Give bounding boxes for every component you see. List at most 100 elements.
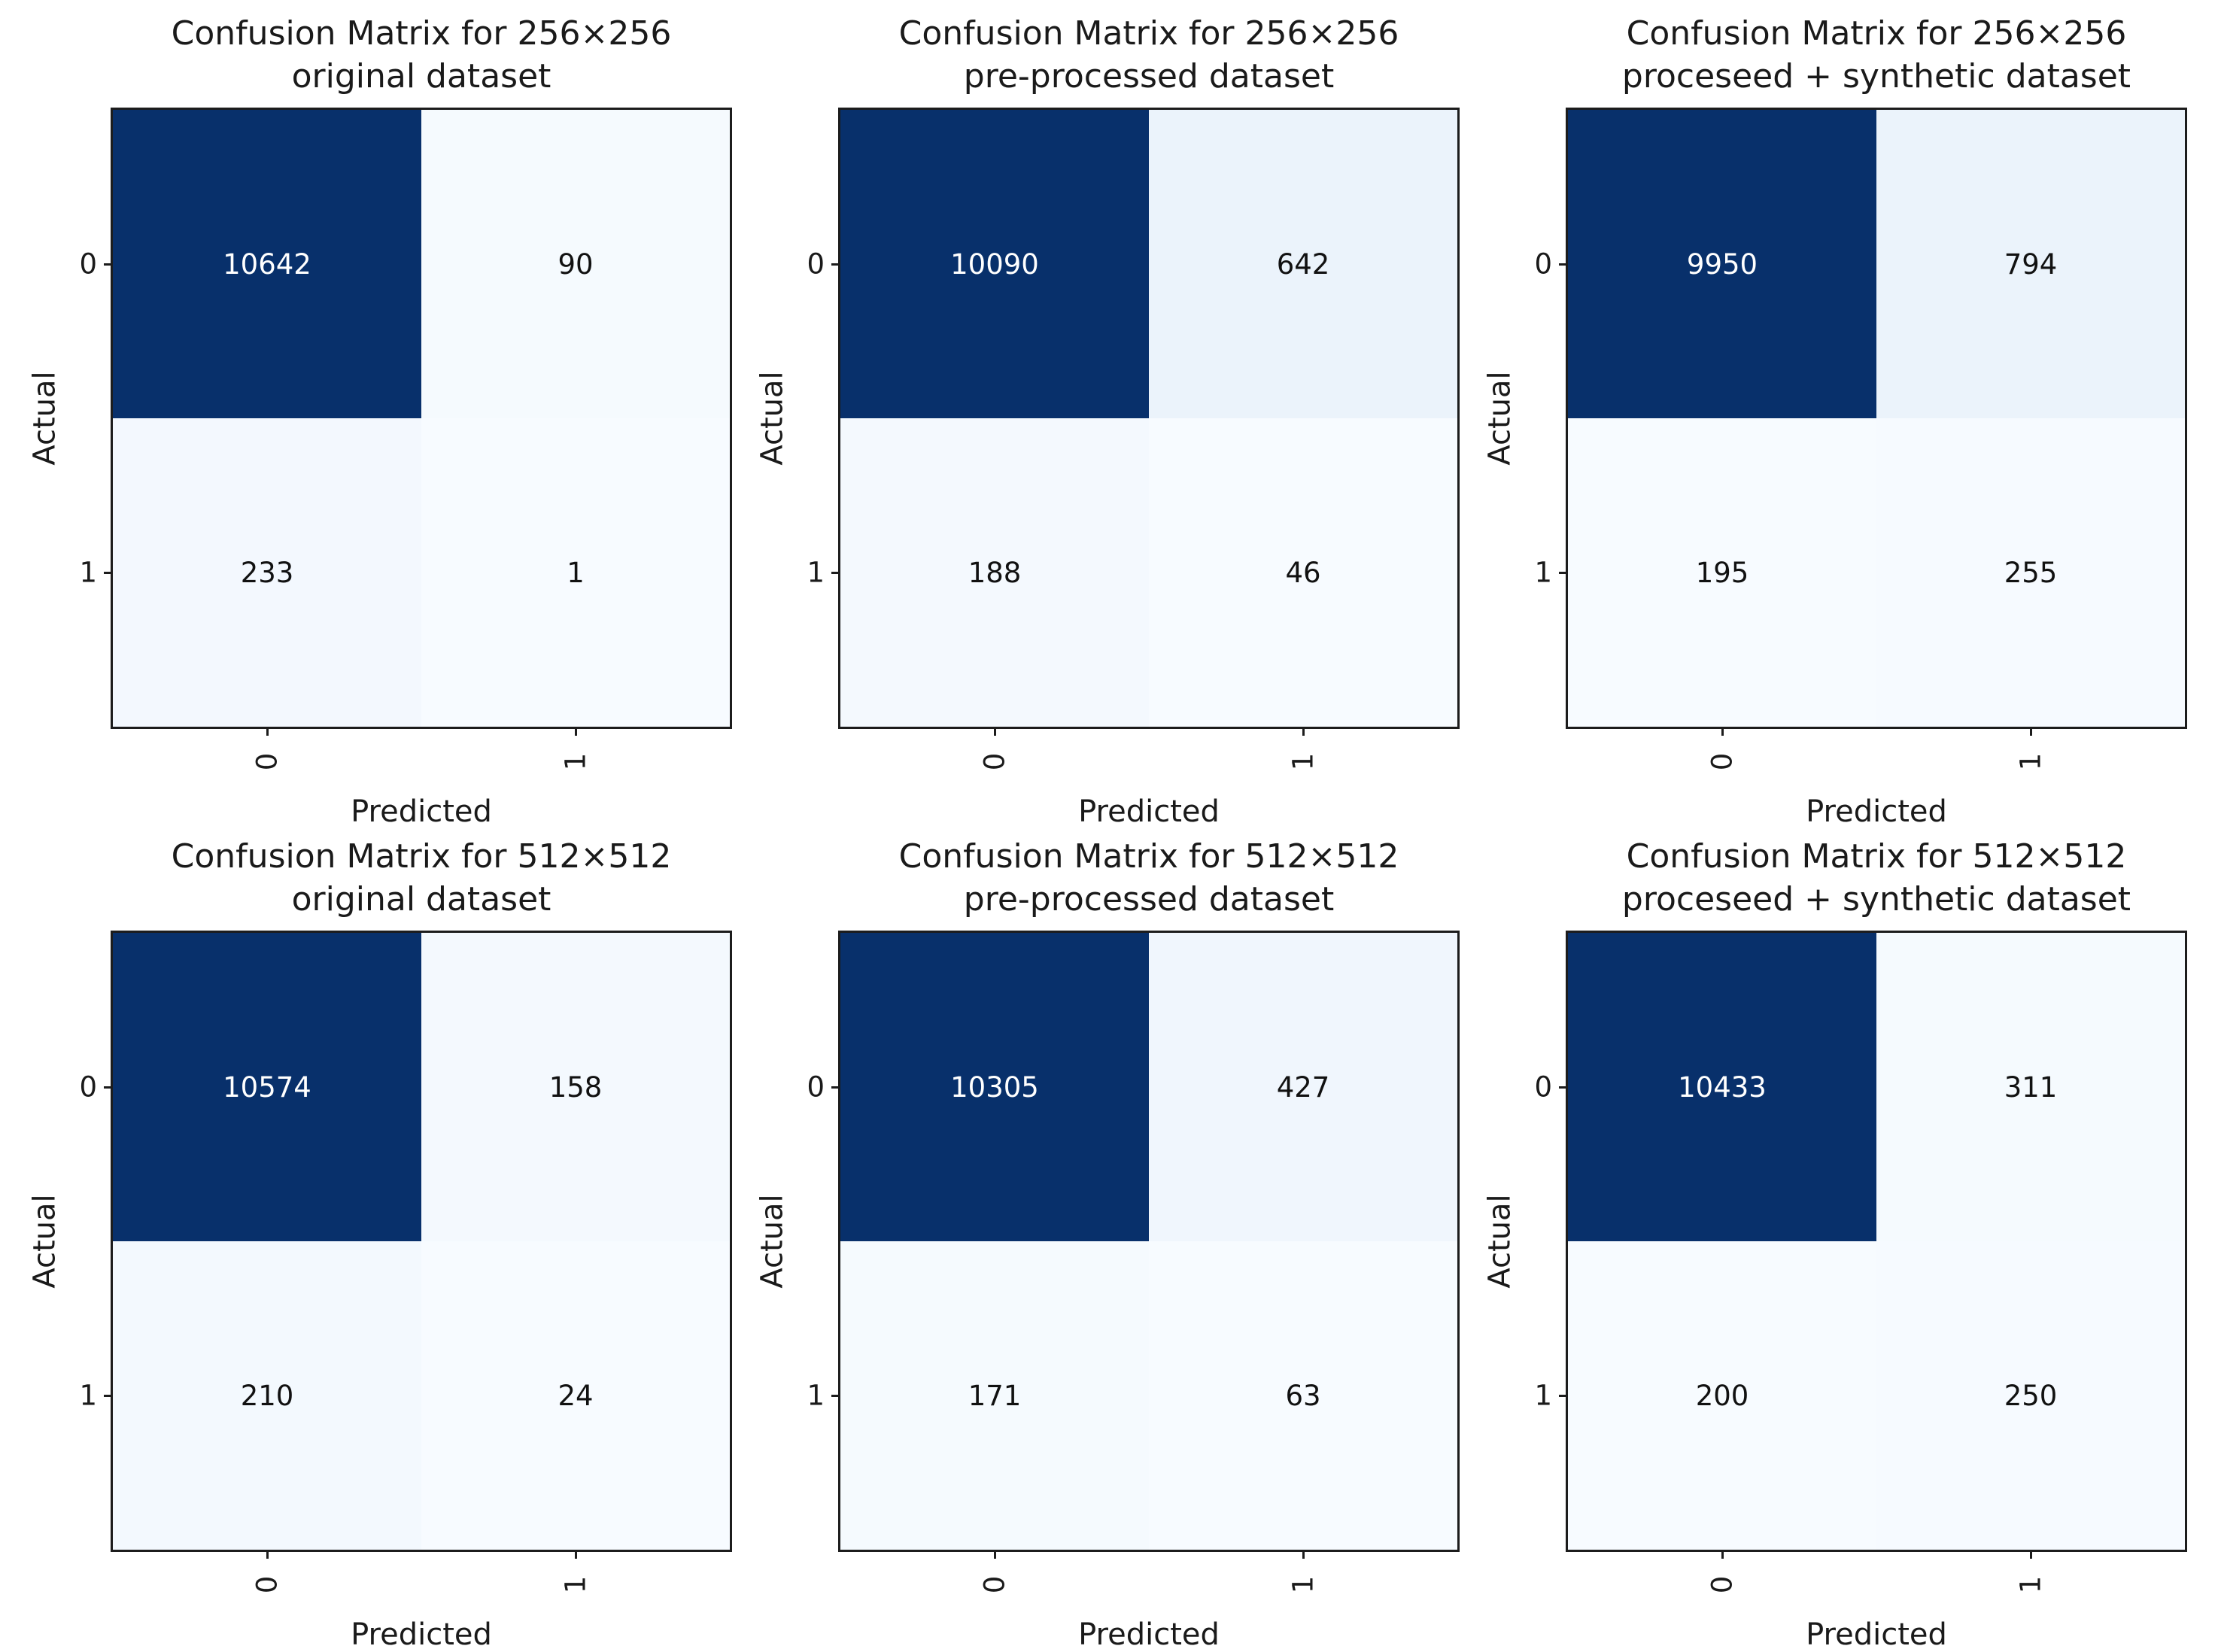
chart-title-line1: Confusion Matrix for 512×512: [898, 837, 1399, 876]
y-tick-label-1: 1: [1534, 556, 1552, 589]
cell-value: 10305: [950, 1070, 1039, 1104]
x-tick-label-0: 0: [1706, 1575, 1739, 1593]
y-tick-label-0: 0: [79, 1070, 97, 1104]
y-axis-label-wrap: Actual: [28, 933, 62, 1550]
y-tick-mark: [1559, 1395, 1568, 1397]
y-tick-label-0: 0: [807, 1070, 825, 1104]
heatmap-plot-area: 10305 427 171 63 Actual 0 1 0 1 Predicte…: [755, 931, 1460, 1652]
y-tick-mark: [831, 1086, 840, 1089]
x-tick-label-0-wrap: 0: [1706, 1569, 1739, 1599]
chart-title: Confusion Matrix for 512×512 proceseed +…: [1566, 823, 2187, 931]
cell-value: 10433: [1678, 1070, 1767, 1104]
y-axis-label-wrap: Actual: [28, 110, 62, 727]
cell-value: 1: [567, 556, 585, 589]
y-axis-label: Actual: [28, 371, 62, 466]
x-tick-mark: [1302, 727, 1305, 736]
cell-value: 233: [240, 556, 294, 589]
chart-title-line1: Confusion Matrix for 256×256: [1626, 14, 2127, 53]
cell-value: 311: [2004, 1070, 2058, 1104]
x-tick-mark: [1302, 1550, 1305, 1559]
x-tick-mark: [994, 727, 996, 736]
cell-value: 255: [2004, 556, 2058, 589]
y-tick-mark: [1559, 263, 1568, 266]
y-tick-mark: [104, 1086, 113, 1089]
y-axis-label-wrap: Actual: [1483, 110, 1518, 727]
y-axis-label: Actual: [28, 1194, 62, 1289]
cell-value: 10090: [950, 247, 1039, 281]
x-tick-mark: [1721, 1550, 1724, 1559]
x-tick-mark: [2030, 727, 2032, 736]
x-tick-label-0-wrap: 0: [251, 1569, 283, 1599]
chart-title-line1: Confusion Matrix for 512×512: [171, 837, 672, 876]
x-tick-label-1: 1: [2014, 752, 2047, 770]
y-tick-mark: [104, 572, 113, 574]
x-tick-label-1: 1: [2014, 1575, 2047, 1593]
chart-title-line1: Confusion Matrix for 256×256: [171, 14, 672, 53]
heatmap-cells: 10574 158 210 24: [113, 933, 730, 1550]
matrix-cell-actual1-pred1: 1: [421, 418, 730, 727]
matrix-cell-actual0-pred1: 311: [1876, 933, 2185, 1241]
chart-title-line1: Confusion Matrix for 512×512: [1626, 837, 2127, 876]
matrix-cell-actual0-pred1: 427: [1149, 933, 1457, 1241]
x-tick-mark: [266, 727, 269, 736]
y-tick-mark: [831, 572, 840, 574]
matrix-cell-actual1-pred1: 250: [1876, 1241, 2185, 1550]
y-tick-label-0: 0: [79, 247, 97, 281]
chart-title-line2: original dataset: [291, 880, 551, 919]
matrix-cell-actual0-pred1: 158: [421, 933, 730, 1241]
x-tick-mark: [994, 1550, 996, 1559]
confusion-matrix-panel: Confusion Matrix for 512×512 original da…: [0, 823, 732, 1652]
chart-title-line2: pre-processed dataset: [963, 57, 1335, 96]
matrix-cell-actual1-pred0: 210: [113, 1241, 421, 1550]
chart-title: Confusion Matrix for 512×512 pre-process…: [838, 823, 1460, 931]
y-tick-label-0: 0: [807, 247, 825, 281]
confusion-matrix-panel: Confusion Matrix for 512×512 proceseed +…: [1455, 823, 2187, 1652]
cell-value: 427: [1276, 1070, 1330, 1104]
x-tick-label-1: 1: [1287, 752, 1320, 770]
y-tick-label-1: 1: [807, 1379, 825, 1412]
x-tick-label-0-wrap: 0: [978, 746, 1010, 776]
x-tick-label-1: 1: [1287, 1575, 1320, 1593]
chart-title-line2: pre-processed dataset: [963, 880, 1335, 919]
x-tick-label-1: 1: [559, 1575, 592, 1593]
cell-value: 9950: [1686, 247, 1758, 281]
x-tick-label-1-wrap: 1: [1287, 1569, 1320, 1599]
x-axis-label: Predicted: [1806, 794, 1947, 829]
cell-value: 642: [1276, 247, 1330, 281]
y-tick-mark: [1559, 572, 1568, 574]
confusion-matrix-panel: Confusion Matrix for 256×256 proceseed +…: [1455, 0, 2187, 829]
x-axis-label: Predicted: [1078, 794, 1220, 829]
chart-title-line2: original dataset: [291, 57, 551, 96]
matrix-cell-actual0-pred0: 10642: [113, 110, 421, 418]
y-tick-mark: [104, 263, 113, 266]
heatmap-plot-area: 9950 794 195 255 Actual 0 1 0 1 Predicte…: [1483, 108, 2187, 829]
y-axis-label-wrap: Actual: [755, 933, 790, 1550]
y-tick-mark: [831, 263, 840, 266]
y-tick-label-0: 0: [1534, 1070, 1552, 1104]
matrix-cell-actual0-pred1: 642: [1149, 110, 1457, 418]
chart-title: Confusion Matrix for 512×512 original da…: [111, 823, 732, 931]
x-tick-label-1: 1: [559, 752, 592, 770]
x-tick-mark: [575, 727, 577, 736]
cell-value: 158: [548, 1070, 603, 1104]
cell-value: 794: [2004, 247, 2058, 281]
y-tick-mark: [1559, 1086, 1568, 1089]
matrix-cell-actual0-pred1: 90: [421, 110, 730, 418]
x-axis-label: Predicted: [1078, 1617, 1220, 1652]
cell-value: 10642: [223, 247, 311, 281]
y-tick-label-1: 1: [79, 1379, 97, 1412]
y-axis-label-wrap: Actual: [1483, 933, 1518, 1550]
matrix-cell-actual0-pred0: 10090: [840, 110, 1149, 418]
x-tick-mark: [575, 1550, 577, 1559]
cell-value: 24: [558, 1379, 594, 1412]
x-tick-mark: [266, 1550, 269, 1559]
y-tick-label-1: 1: [79, 556, 97, 589]
matrix-cell-actual1-pred0: 171: [840, 1241, 1149, 1550]
matrix-cell-actual1-pred1: 46: [1149, 418, 1457, 727]
matrix-cell-actual1-pred0: 200: [1568, 1241, 1876, 1550]
x-tick-label-0: 0: [251, 752, 284, 770]
x-tick-label-1-wrap: 1: [2014, 1569, 2047, 1599]
y-axis-label: Actual: [755, 1194, 790, 1289]
heatmap-cells: 10433 311 200 250: [1568, 933, 2185, 1550]
